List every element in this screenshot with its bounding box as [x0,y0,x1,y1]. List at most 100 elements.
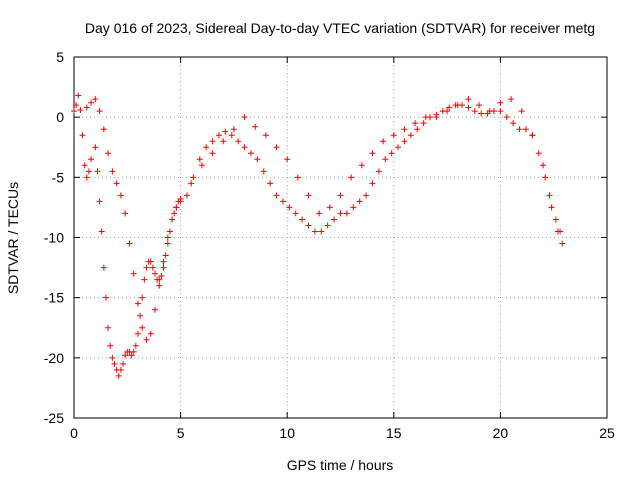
data-point [358,162,365,169]
grid [74,57,607,418]
y-tick-label: -15 [44,290,64,306]
data-point [92,96,99,103]
x-axis-label: GPS time / hours [287,457,394,473]
data-point [348,174,355,181]
data-point [100,264,107,271]
data-point [497,99,504,106]
data-point [75,92,82,99]
data-point [196,156,203,163]
data-point [120,360,127,367]
data-point [279,198,286,205]
data-point [363,192,370,199]
data-point [318,228,325,235]
data-point [115,372,122,379]
data-point [164,240,171,247]
data-point [94,168,101,175]
data-point [401,126,408,133]
data-point [160,264,167,271]
data-point [130,348,137,355]
data-point [109,168,116,175]
data-point [262,132,269,139]
x-tick-label: 15 [386,425,402,441]
data-point [412,120,419,127]
data-point [476,102,483,109]
data-point [111,360,118,367]
data-point [529,132,536,139]
data-point [326,204,333,211]
data-point [132,342,139,349]
y-tick-label: 0 [56,109,64,125]
data-point [557,228,564,235]
data-point [147,258,154,265]
data-point [209,138,216,145]
data-point [369,150,376,157]
data-point [228,132,235,139]
data-point [273,144,280,151]
data-point [260,168,267,175]
data-point [169,216,176,223]
data-point [299,216,306,223]
data-point [141,276,148,283]
data-point [96,108,103,115]
data-point [139,324,146,331]
x-tick-label: 5 [177,425,185,441]
y-tick-label: -25 [44,410,64,426]
data-point [559,240,566,247]
data-point [390,132,397,139]
data-point [143,264,150,271]
data-point [100,126,107,133]
data-point [552,216,559,223]
data-point [316,210,323,217]
data-point [546,192,553,199]
data-point [190,174,197,181]
data-point [122,352,129,359]
data-point [454,102,461,109]
data-point [420,120,427,127]
data-point [337,192,344,199]
data-point [294,174,301,181]
data-point [284,156,291,163]
data-point [107,342,114,349]
data-point [380,138,387,145]
data-point [252,123,259,130]
data-point [83,174,90,181]
data-point [173,204,180,211]
data-point [273,192,280,199]
data-point [209,150,216,157]
data-point [222,128,229,135]
data-point [177,198,184,205]
data-point [241,114,248,121]
data-point [343,210,350,217]
x-tick-label: 25 [599,425,615,441]
data-point [137,312,144,319]
data-point [305,192,312,199]
data-point [105,150,112,157]
data-point [143,336,150,343]
data-point [446,104,453,111]
plot-border [73,56,608,419]
data-point [465,104,472,111]
data-point [497,108,504,115]
data-point [444,108,451,115]
data-point [126,240,133,247]
data-point [215,132,222,139]
x-tick-label: 10 [279,425,295,441]
data-point [401,138,408,145]
data-point [158,273,165,280]
data-point [149,264,156,271]
data-point [117,192,124,199]
data-point [478,110,485,117]
tick-labels: 0 5 10 15 20 25 -25 -20 -15 -10 -5 0 5 [44,49,615,441]
y-tick-label: -20 [44,350,64,366]
data-point [331,216,338,223]
data-point [122,210,129,217]
data-point [337,210,344,217]
data-point [220,138,227,145]
data-point [156,276,163,283]
data-point [241,144,248,151]
data-point [164,234,171,241]
data-point [465,96,472,103]
data-point [130,270,137,277]
data-point [356,198,363,205]
data-point [510,120,517,127]
